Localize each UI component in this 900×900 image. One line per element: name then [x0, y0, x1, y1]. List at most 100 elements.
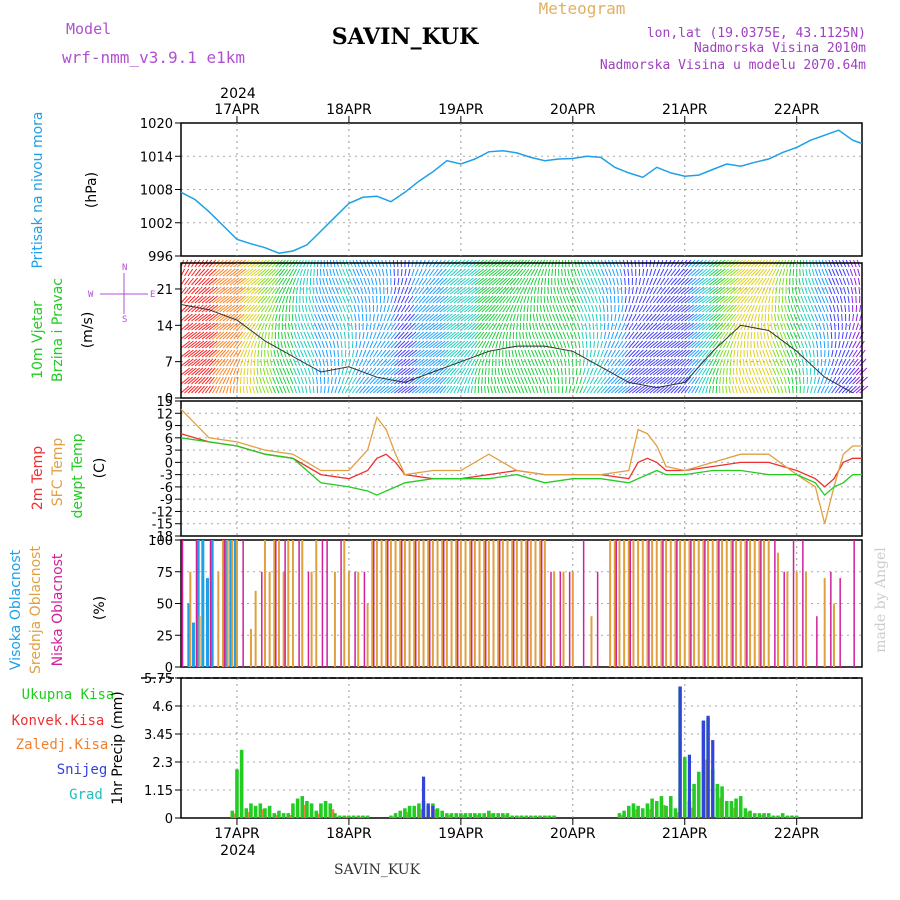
wind-barb [350, 322, 353, 331]
cloud-high-bar [233, 540, 237, 667]
wind-barb [404, 277, 408, 286]
wind-barb [282, 277, 288, 286]
wind-barb [338, 268, 343, 277]
wind-barb [616, 277, 619, 286]
wind-barb [233, 322, 241, 331]
wind-barb [743, 331, 747, 340]
wind-barb [198, 277, 206, 286]
wind-barb [341, 367, 345, 376]
wind-barb [691, 358, 699, 367]
wind-barb [198, 367, 207, 376]
wind-barb [226, 376, 230, 385]
wind-barb [659, 277, 666, 286]
wind-barb [302, 295, 304, 304]
precip-total-bar [477, 813, 482, 818]
precip-total-bar [543, 815, 547, 818]
wind-barb [677, 349, 687, 358]
wind-barb [411, 322, 420, 331]
wind-barb [592, 322, 595, 331]
wind-barb [833, 313, 836, 322]
wind-barb [826, 331, 829, 340]
wind-barb [201, 385, 208, 394]
wind-barb [467, 349, 474, 358]
wind-barb [614, 331, 619, 340]
wind-barb [652, 331, 662, 340]
wind-barb [729, 268, 740, 277]
wind-barb [715, 322, 724, 331]
wind-barb [729, 349, 733, 358]
cloud-mid-bar [408, 540, 411, 667]
wind-barb [712, 358, 717, 367]
wind-barb [587, 304, 591, 313]
wind-barb [670, 376, 679, 385]
wind-barb [467, 322, 476, 331]
wind-barb [386, 295, 390, 304]
wind-barb [411, 304, 419, 313]
wind-barb [205, 340, 215, 349]
precip-total-bar [664, 805, 668, 818]
wind-barb [267, 313, 272, 322]
precip-total-bar [533, 815, 538, 818]
precip-total-bar [696, 771, 701, 818]
cloud-low-bar [414, 540, 417, 667]
wind-barb [498, 340, 502, 349]
wind-barb [546, 295, 549, 304]
wind-barb [621, 358, 629, 367]
wind-barb [656, 304, 664, 313]
wind-barb [649, 304, 656, 313]
wind-barb [638, 376, 649, 385]
wind-barb [649, 277, 654, 286]
wind-barb [338, 295, 343, 304]
wind-barb [852, 313, 855, 322]
wind-barb [814, 277, 819, 286]
wind-barb [542, 376, 546, 385]
wind-barb [576, 304, 581, 313]
wind-barb [559, 304, 563, 313]
cloud-mid-bar [455, 540, 458, 667]
precip-total-bar [235, 769, 239, 818]
wind-barb [523, 304, 526, 313]
wind-barb [638, 349, 648, 358]
precip-total-bar [668, 796, 673, 818]
wind-barb [670, 313, 680, 322]
wind-barb [677, 367, 686, 376]
wind-barb [243, 349, 248, 358]
cloud-mid-bar [805, 571, 808, 667]
wind-barb [687, 340, 697, 349]
wind-barb [505, 304, 511, 313]
wind-barb [540, 268, 545, 277]
wind-barb [360, 286, 364, 295]
wind-barb [432, 295, 441, 304]
wind-barb [836, 295, 840, 304]
wind-barb [550, 385, 553, 394]
wind-barb [229, 277, 240, 286]
wind-barb [849, 268, 854, 277]
wind-barb [814, 286, 819, 295]
wind-barb [758, 367, 763, 376]
wind-barb [617, 349, 625, 358]
wind-barb [358, 340, 362, 349]
wind-barb [351, 376, 358, 385]
wind-barb [194, 385, 202, 394]
wind-barb [624, 304, 628, 313]
precip-total-bar [249, 803, 253, 818]
wind-barb [607, 367, 614, 376]
wind-barb [597, 268, 602, 277]
wind-barb [842, 268, 847, 277]
wind-barb [534, 349, 539, 358]
wind-barb [481, 295, 491, 304]
wind-barb [583, 277, 588, 286]
wind-barb [334, 295, 339, 304]
wind-barb [583, 304, 588, 313]
wind-barb [771, 277, 776, 286]
wind-barb [768, 286, 772, 295]
cloud-low-bar [582, 540, 585, 667]
wind-barb [254, 331, 259, 340]
wind-barb [770, 313, 773, 322]
wind-barb [219, 349, 227, 358]
wind-barb [285, 286, 290, 295]
wind-barb [355, 367, 361, 376]
wind-barb [525, 331, 528, 340]
wind-barb [198, 385, 205, 394]
wind-barb [779, 358, 784, 367]
